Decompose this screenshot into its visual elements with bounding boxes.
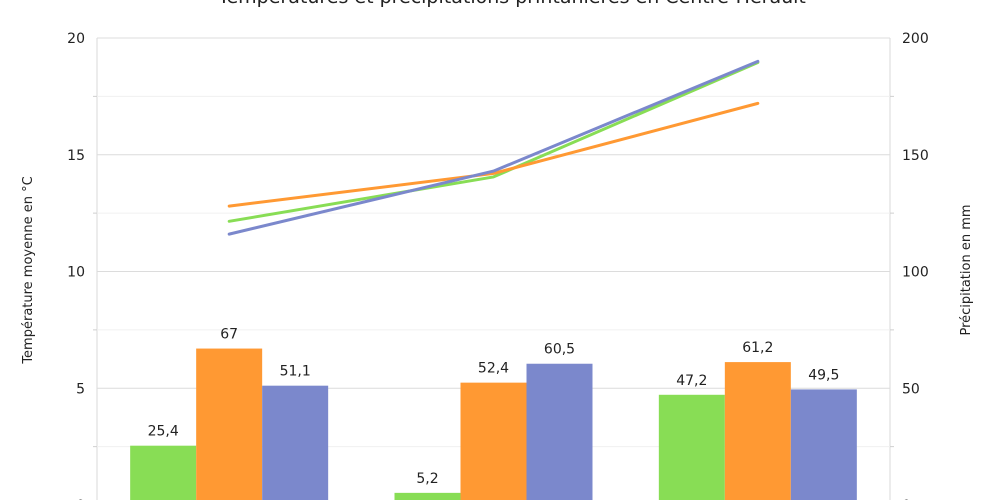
- bar-value-label: 60,5: [544, 342, 575, 358]
- right-tick-label: 100: [902, 265, 929, 281]
- right-axis-title: Précipitation en mm: [959, 204, 974, 335]
- left-tick-label: 10: [67, 265, 85, 281]
- left-axis-ticks: 0 5 10 15 20: [67, 31, 85, 500]
- right-tick-label: 0: [902, 498, 911, 500]
- bar-value-label: 25,4: [148, 424, 179, 440]
- bar: [658, 394, 725, 500]
- left-axis-title: Température moyenne en °C: [21, 176, 36, 364]
- bar: [526, 363, 593, 500]
- bar: [724, 362, 791, 500]
- left-tick-label: 5: [76, 381, 85, 397]
- bar-value-label: 61,2: [742, 340, 773, 356]
- bar-series-group: [130, 348, 857, 500]
- bar: [790, 389, 857, 500]
- temperature-line: [227, 61, 760, 223]
- right-tick-label: 150: [902, 148, 929, 164]
- right-axis-ticks: 0 50 100 150 200: [902, 31, 929, 500]
- bar: [130, 445, 197, 500]
- bar-value-label: 47,2: [676, 373, 707, 389]
- bar-value-label: 52,4: [478, 361, 509, 377]
- bar-value-label: 67: [220, 327, 238, 343]
- temperature-line: [227, 101, 760, 208]
- bar: [394, 492, 461, 500]
- left-tick-label: 20: [67, 31, 85, 47]
- chart-title: Températures et précipitations printaniè…: [217, 0, 806, 8]
- left-tick-label: 0: [76, 498, 85, 500]
- bar: [460, 382, 527, 500]
- bar-value-label: 51,1: [280, 364, 311, 380]
- temperature-line: [227, 59, 760, 236]
- bar-value-label: 5,2: [416, 471, 438, 487]
- bar: [196, 348, 263, 500]
- line-series-group: [227, 59, 760, 236]
- right-tick-label: 200: [902, 31, 929, 47]
- left-tick-label: 15: [67, 148, 85, 164]
- bar-data-labels: 25,4 5,2 47,2 67 52,4 61,2 51,1 60,5 49,5: [148, 327, 840, 487]
- bar-value-label: 49,5: [808, 367, 839, 383]
- right-tick-label: 50: [902, 381, 920, 397]
- bar: [262, 385, 329, 500]
